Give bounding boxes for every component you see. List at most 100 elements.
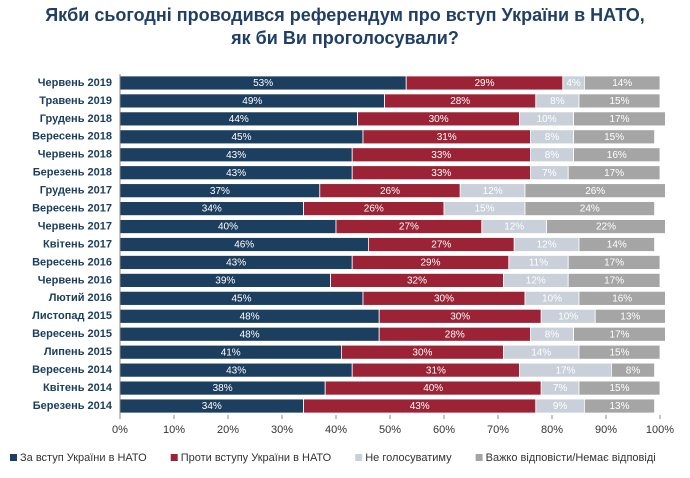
value-label: 26% [380, 186, 400, 197]
value-label: 12% [537, 240, 557, 251]
value-label: 34% [202, 204, 222, 215]
chart-title: Якби сьогодні проводився референдум про … [0, 4, 690, 50]
value-label: 45% [231, 132, 251, 143]
value-label: 29% [474, 78, 494, 89]
legend-swatch [170, 454, 178, 461]
value-label: 28% [445, 329, 465, 340]
row-label: Лютий 2016 [49, 292, 112, 304]
value-label: 15% [609, 96, 629, 107]
bar-segment [567, 272, 661, 288]
bar-segment [578, 237, 655, 252]
value-label: 40% [218, 222, 238, 233]
row-label: Квітень 2017 [43, 238, 112, 250]
bar-segment [573, 147, 661, 163]
row-label: Березень 2018 [33, 167, 112, 179]
legend-swatch [475, 454, 483, 461]
value-label: 29% [420, 258, 440, 269]
bar-segment [546, 219, 666, 234]
row-label: Вересень 2017 [32, 203, 112, 215]
x-tick-label: 60% [433, 424, 455, 436]
legend-label: За вступ України в НАТО [20, 452, 147, 464]
row-label: Грудень 2018 [40, 113, 112, 125]
value-label: 15% [609, 347, 629, 358]
value-label: 44% [229, 114, 249, 125]
value-label: 17% [609, 114, 629, 125]
value-label: 8% [545, 150, 560, 161]
value-label: 43% [410, 401, 430, 412]
value-label: 53% [253, 78, 273, 89]
value-label: 8% [545, 329, 560, 340]
row-label: Червень 2016 [38, 274, 112, 286]
bar-segment [611, 362, 656, 378]
title-line: як би Ви проголосували? [231, 28, 459, 48]
value-label: 14% [612, 78, 632, 89]
x-tick-label: 90% [595, 424, 617, 436]
value-label: 13% [609, 401, 629, 412]
value-label: 15% [474, 204, 494, 215]
value-label: 14% [531, 347, 551, 358]
legend-label: Проти вступу України в НАТО [181, 452, 332, 464]
value-label: 16% [607, 150, 627, 161]
row-label: Вересень 2016 [32, 256, 112, 268]
value-label: 43% [226, 168, 246, 179]
value-label: 43% [226, 365, 246, 376]
row-label: Вересень 2014 [32, 364, 113, 376]
value-label: 17% [609, 329, 629, 340]
value-label: 28% [450, 96, 470, 107]
bar-segment [567, 165, 661, 181]
legend-swatch [355, 454, 363, 461]
title-line: Якби сьогодні проводився референдум про … [45, 5, 645, 25]
bar-segment [578, 93, 661, 109]
value-label: 7% [542, 168, 557, 179]
value-label: 9% [553, 401, 568, 412]
x-tick-label: 70% [487, 424, 509, 436]
value-label: 30% [434, 293, 454, 304]
value-label: 33% [431, 150, 451, 161]
value-label: 30% [412, 347, 432, 358]
value-label: 17% [555, 365, 575, 376]
x-tick-label: 10% [163, 424, 185, 436]
row-label: Травень 2019 [39, 95, 112, 107]
bar-segment [524, 201, 656, 217]
row-label: Листопад 2015 [32, 310, 112, 322]
row-label: Березень 2014 [33, 400, 113, 412]
bar-segment [567, 255, 661, 270]
bar-segment [573, 129, 655, 145]
value-label: 17% [604, 258, 624, 269]
value-label: 41% [221, 347, 241, 358]
value-label: 17% [604, 168, 624, 179]
value-label: 16% [612, 293, 632, 304]
x-tick-label: 0% [112, 424, 128, 436]
value-label: 27% [399, 222, 419, 233]
value-label: 4% [566, 78, 581, 89]
value-label: 15% [604, 132, 624, 143]
x-tick-label: 100% [646, 424, 674, 436]
value-label: 32% [407, 276, 427, 287]
value-label: 11% [529, 258, 548, 269]
legend-label: Важко відповісти/Немає відповіді [486, 452, 656, 464]
value-label: 10% [537, 114, 557, 125]
bar-segment [584, 398, 656, 414]
value-label: 48% [240, 311, 260, 322]
value-label: 8% [626, 365, 641, 376]
value-label: 49% [242, 96, 262, 107]
bar-segment [573, 111, 666, 127]
row-label: Вересень 2015 [32, 328, 112, 340]
row-label: Грудень 2017 [40, 185, 112, 197]
value-label: 37% [210, 186, 230, 197]
value-label: 31% [426, 365, 446, 376]
x-tick-label: 50% [379, 424, 401, 436]
value-label: 17% [604, 276, 624, 287]
row-label: Червень 2019 [38, 77, 112, 89]
value-label: 30% [429, 114, 449, 125]
value-label: 43% [226, 150, 246, 161]
x-tick-label: 20% [217, 424, 239, 436]
value-label: 40% [423, 383, 443, 394]
value-label: 38% [213, 383, 233, 394]
row-label: Червень 2017 [38, 220, 112, 232]
value-label: 48% [240, 329, 260, 340]
bar-segment [573, 326, 666, 342]
value-label: 8% [550, 96, 565, 107]
